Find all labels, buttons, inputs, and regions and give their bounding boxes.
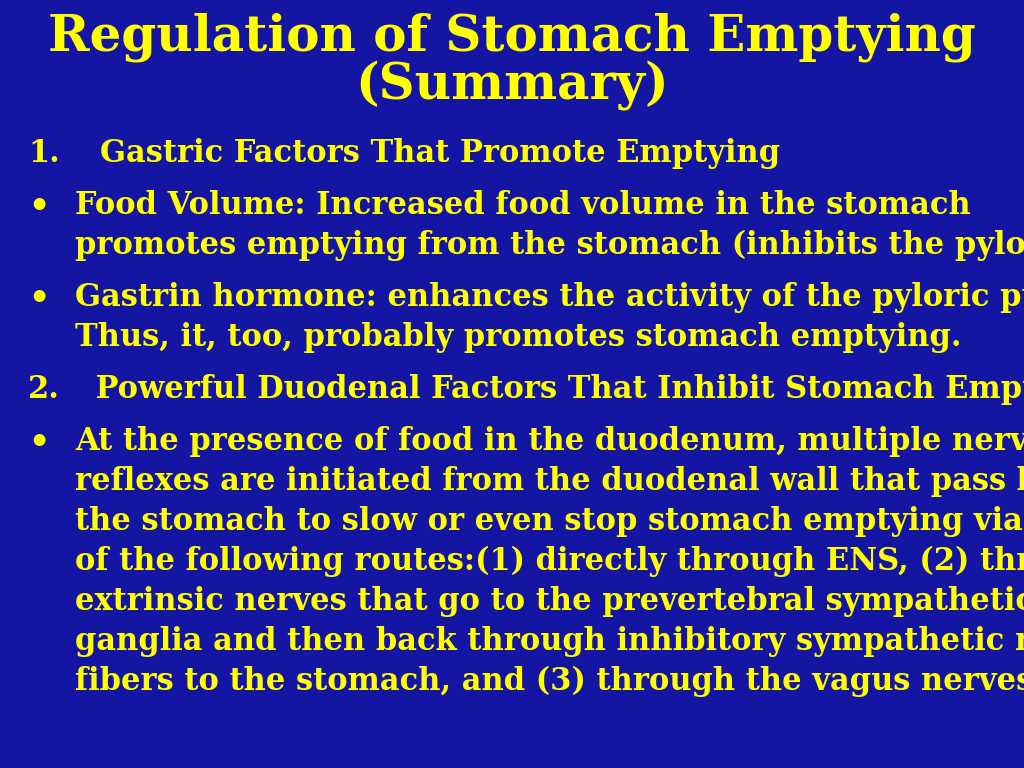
Text: Gastrin hormone: enhances the activity of the pyloric pump.: Gastrin hormone: enhances the activity o… (75, 282, 1024, 313)
Text: extrinsic nerves that go to the prevertebral sympathetic: extrinsic nerves that go to the preverte… (75, 586, 1024, 617)
Text: Regulation of Stomach Emptying: Regulation of Stomach Emptying (48, 12, 976, 61)
Text: Gastric Factors That Promote Emptying: Gastric Factors That Promote Emptying (100, 138, 780, 169)
Text: 2.: 2. (28, 374, 59, 405)
Text: •: • (28, 282, 49, 315)
Text: 1.: 1. (28, 138, 59, 169)
Text: At the presence of food in the duodenum, multiple nervous: At the presence of food in the duodenum,… (75, 426, 1024, 457)
Text: of the following routes:(1) directly through ENS, (2) through: of the following routes:(1) directly thr… (75, 546, 1024, 578)
Text: Thus, it, too, probably promotes stomach emptying.: Thus, it, too, probably promotes stomach… (75, 322, 962, 353)
Text: promotes emptying from the stomach (inhibits the pylorus).: promotes emptying from the stomach (inhi… (75, 230, 1024, 261)
Text: •: • (28, 426, 49, 459)
Text: ganglia and then back through inhibitory sympathetic nerve: ganglia and then back through inhibitory… (75, 626, 1024, 657)
Text: fibers to the stomach, and (3) through the vagus nerves.: fibers to the stomach, and (3) through t… (75, 666, 1024, 697)
Text: •: • (28, 190, 49, 223)
Text: Powerful Duodenal Factors That Inhibit Stomach Emptying: Powerful Duodenal Factors That Inhibit S… (85, 374, 1024, 405)
Text: (Summary): (Summary) (355, 60, 669, 110)
Text: Food Volume: Increased food volume in the stomach: Food Volume: Increased food volume in th… (75, 190, 971, 221)
Text: the stomach to slow or even stop stomach emptying via one: the stomach to slow or even stop stomach… (75, 506, 1024, 537)
Text: reflexes are initiated from the duodenal wall that pass back to: reflexes are initiated from the duodenal… (75, 466, 1024, 497)
